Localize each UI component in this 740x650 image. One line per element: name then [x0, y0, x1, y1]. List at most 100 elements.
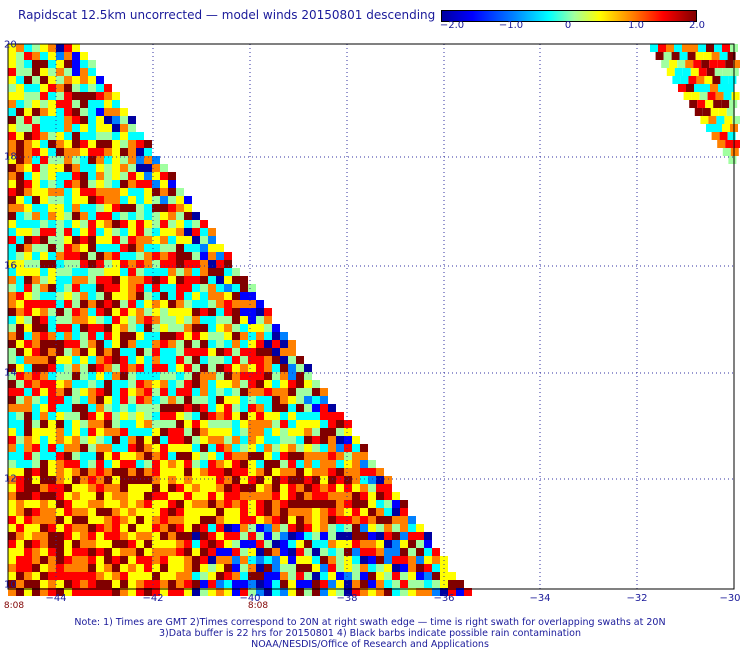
- swath-cell: [224, 316, 232, 324]
- swath-cell: [88, 108, 96, 116]
- swath-cell: [184, 404, 192, 412]
- swath-cell: [264, 508, 272, 516]
- swath-cell: [96, 268, 104, 276]
- swath-cell: [280, 540, 288, 548]
- swath-cell: [120, 532, 128, 540]
- swath-cell: [304, 492, 312, 500]
- swath-cell: [40, 68, 48, 76]
- swath-cell: [136, 316, 144, 324]
- swath-cell: [128, 284, 136, 292]
- swath-cell: [663, 52, 672, 60]
- swath-cell: [176, 388, 184, 396]
- swath-cell: [280, 476, 288, 484]
- swath-cell: [112, 532, 120, 540]
- swath-cell: [304, 476, 312, 484]
- swath-cell: [192, 220, 200, 228]
- swath-cell: [304, 556, 312, 564]
- swath-cell: [96, 260, 104, 268]
- swath-cell: [152, 580, 160, 588]
- swath-cell: [709, 60, 718, 68]
- swath-cell: [224, 404, 232, 412]
- swath-cell: [80, 524, 88, 532]
- swath-cell: [695, 52, 704, 60]
- swath-cell: [8, 52, 16, 60]
- swath-cell: [168, 292, 176, 300]
- swath-cell: [112, 460, 120, 468]
- swath-cell: [248, 460, 256, 468]
- swath-cell: [200, 588, 208, 596]
- swath-cell: [48, 396, 56, 404]
- swath-cell: [32, 60, 40, 68]
- swath-cell: [280, 572, 288, 580]
- swath-cell: [208, 588, 216, 596]
- swath-cell: [152, 340, 160, 348]
- swath-cell: [160, 388, 168, 396]
- swath-cell: [232, 300, 240, 308]
- swath-cell: [152, 588, 160, 596]
- swath-cell: [96, 236, 104, 244]
- swath-cell: [120, 148, 128, 156]
- swath-cell: [120, 388, 128, 396]
- swath-cell: [8, 380, 16, 388]
- swath-cell: [112, 380, 120, 388]
- swath-cell: [136, 164, 144, 172]
- swath-cell: [120, 500, 128, 508]
- swath-cell: [120, 420, 128, 428]
- swath-cell: [184, 540, 192, 548]
- swath-cell: [328, 524, 336, 532]
- swath-cell: [152, 364, 160, 372]
- swath-cell: [112, 500, 120, 508]
- swath-cell: [296, 580, 304, 588]
- swath-cell: [8, 588, 16, 596]
- swath-cell: [727, 132, 736, 140]
- swath-cell: [24, 92, 32, 100]
- swath-cell: [376, 484, 384, 492]
- swath-cell: [96, 580, 104, 588]
- swath-cell: [144, 452, 152, 460]
- swath-cell: [168, 236, 176, 244]
- swath-cell: [256, 356, 264, 364]
- swath-cell: [144, 508, 152, 516]
- swath-cell: [160, 276, 168, 284]
- swath-cell: [208, 372, 216, 380]
- swath-cell: [296, 516, 304, 524]
- swath-cell: [312, 412, 320, 420]
- swath-cell: [88, 428, 96, 436]
- swath-cell: [64, 324, 72, 332]
- swath-cell: [104, 84, 112, 92]
- swath-cell: [304, 508, 312, 516]
- swath-cell: [416, 564, 424, 572]
- swath-cell: [392, 500, 400, 508]
- swath-cell: [48, 420, 56, 428]
- swath-cell: [240, 540, 248, 548]
- swath-cell: [16, 372, 24, 380]
- swath-cell: [208, 228, 216, 236]
- swath-cell: [288, 460, 296, 468]
- swath-cell: [72, 532, 80, 540]
- swath-cell: [328, 436, 336, 444]
- swath-cell: [280, 348, 288, 356]
- swath-cell: [368, 516, 376, 524]
- swath-cell: [344, 484, 352, 492]
- swath-cell: [216, 556, 224, 564]
- swath-cell: [64, 52, 72, 60]
- swath-cell: [64, 84, 72, 92]
- swath-cell: [120, 404, 128, 412]
- swath-cell: [344, 556, 352, 564]
- swath-cell: [48, 60, 56, 68]
- swath-cell: [120, 308, 128, 316]
- swath-cell: [8, 516, 16, 524]
- swath-cell: [216, 452, 224, 460]
- swath-cell: [200, 428, 208, 436]
- swath-cell: [8, 44, 16, 52]
- swath-cell: [336, 588, 344, 596]
- swath-cell: [200, 572, 208, 580]
- swath-cell: [328, 468, 336, 476]
- swath-cell: [232, 420, 240, 428]
- swath-cell: [272, 340, 280, 348]
- swath-cell: [200, 332, 208, 340]
- swath-cell: [296, 476, 304, 484]
- swath-cell: [136, 212, 144, 220]
- swath-cell: [64, 308, 72, 316]
- swath-cell: [216, 268, 224, 276]
